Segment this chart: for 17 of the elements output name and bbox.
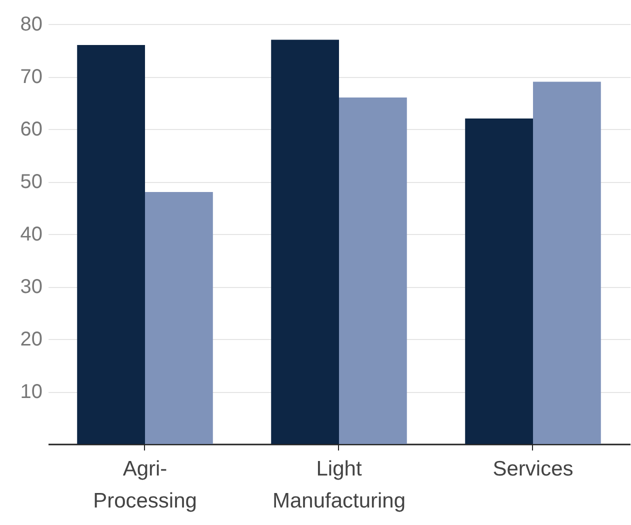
y-tick-label: 80: [20, 14, 42, 36]
y-tick-label: 10: [20, 381, 42, 403]
bar: [465, 118, 533, 444]
x-tick-label: Light Manufacturing: [272, 458, 406, 512]
y-tick-label: 60: [20, 118, 42, 140]
bar: [271, 40, 339, 444]
y-tick-label: 70: [20, 66, 42, 88]
y-tick-label: 30: [20, 276, 42, 298]
bar: [145, 192, 213, 444]
y-tick-label: 40: [20, 224, 42, 246]
bar: [77, 45, 145, 444]
y-tick-label: 50: [20, 171, 42, 193]
x-tick-label: Agri-Processing: [93, 458, 197, 512]
bar: [533, 82, 601, 444]
bar: [339, 98, 407, 444]
x-tick-label: Services: [492, 458, 574, 480]
y-tick-label: 20: [20, 328, 42, 350]
